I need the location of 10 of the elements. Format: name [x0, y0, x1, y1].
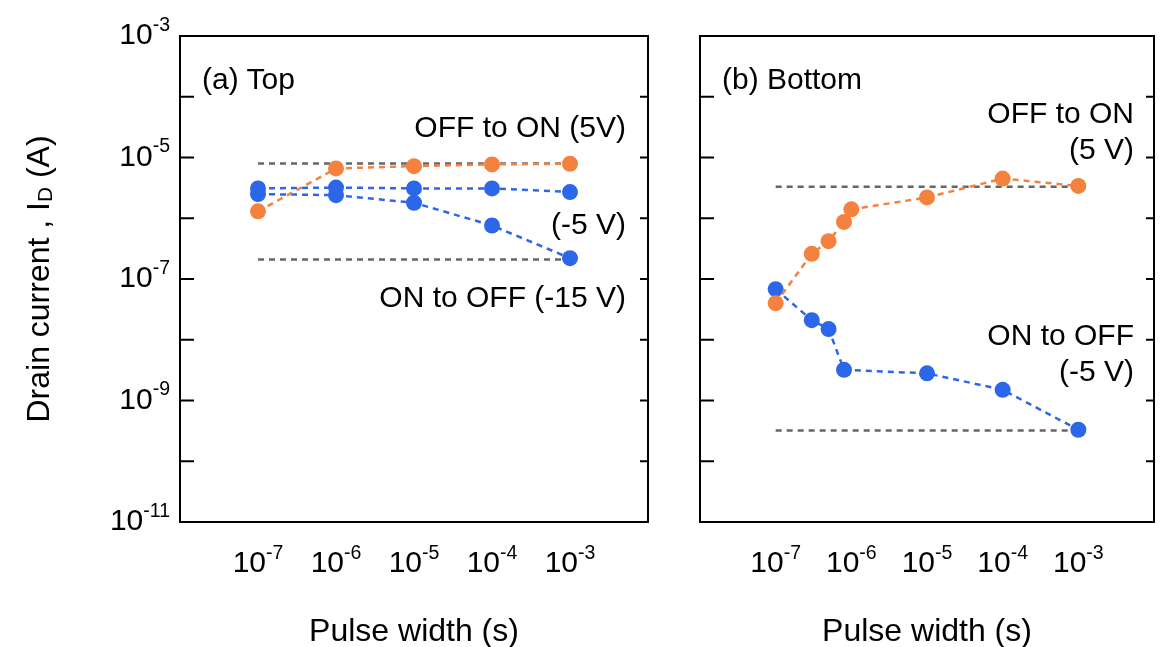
y-axis-title: Drain current , ID (A) [19, 135, 57, 423]
x-axis-title: Pulse width (s) [309, 611, 519, 647]
x-axis-title: Pulse width (s) [822, 611, 1032, 647]
annotation: (a) Top [202, 62, 295, 96]
annotation: ON to OFF (-5 V) [987, 317, 1135, 387]
annotation: OFF to ON (5V) [414, 109, 627, 143]
annotation: (b) Bottom [722, 62, 863, 96]
annotation: OFF to ON (5 V) [987, 96, 1135, 166]
annotation: ON to OFF (-15 V) [379, 279, 627, 313]
annotation: (-5 V) [551, 206, 626, 240]
